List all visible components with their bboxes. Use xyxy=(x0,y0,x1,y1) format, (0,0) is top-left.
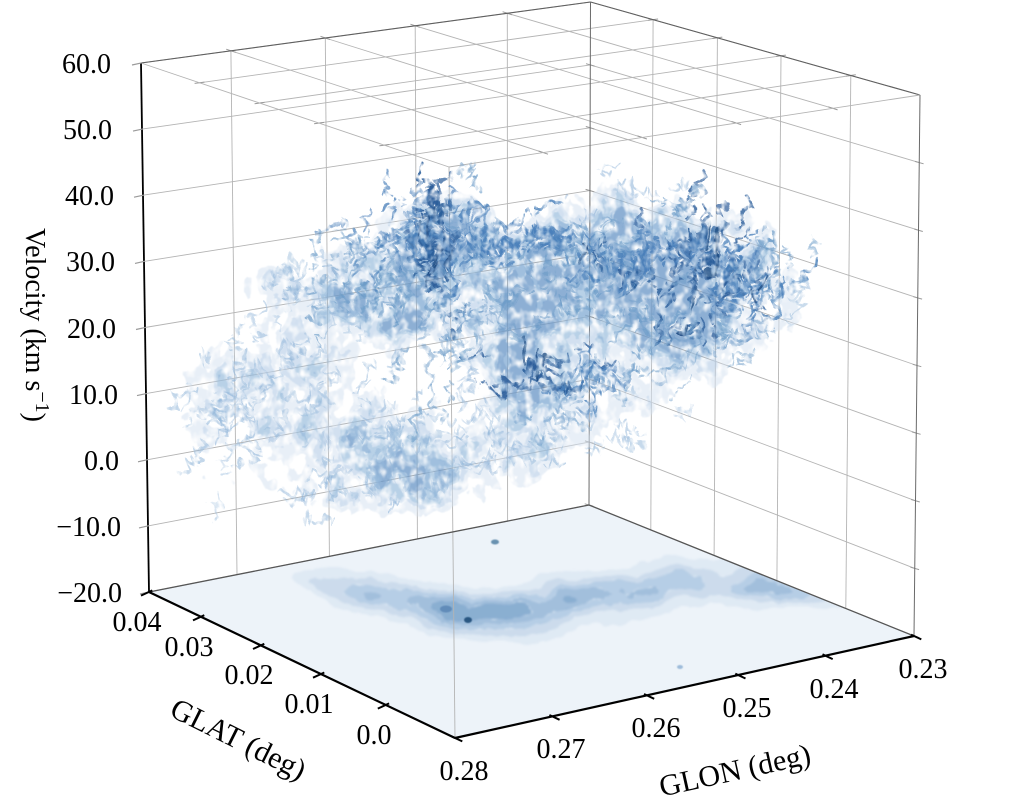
svg-text:0.25: 0.25 xyxy=(723,693,772,724)
svg-text:0.04: 0.04 xyxy=(113,607,162,638)
svg-text:Velocity (km s−1): Velocity (km s−1) xyxy=(19,228,53,422)
svg-text:0.26: 0.26 xyxy=(632,713,681,744)
svg-text:30.0: 30.0 xyxy=(66,247,115,278)
svg-text:0.24: 0.24 xyxy=(810,674,859,705)
svg-text:0.27: 0.27 xyxy=(537,734,586,765)
svg-text:−10.0: −10.0 xyxy=(56,512,121,543)
svg-text:0.01: 0.01 xyxy=(285,689,334,720)
svg-text:0.0: 0.0 xyxy=(357,720,392,751)
svg-text:60.0: 60.0 xyxy=(62,49,111,80)
svg-text:50.0: 50.0 xyxy=(63,115,112,146)
svg-text:40.0: 40.0 xyxy=(65,181,114,212)
svg-text:0.28: 0.28 xyxy=(440,756,489,787)
svg-text:0.0: 0.0 xyxy=(84,446,119,477)
svg-text:10.0: 10.0 xyxy=(69,380,118,411)
svg-text:20.0: 20.0 xyxy=(67,314,116,345)
svg-text:0.02: 0.02 xyxy=(225,660,274,691)
svg-text:0.23: 0.23 xyxy=(899,654,948,685)
svg-text:0.03: 0.03 xyxy=(165,632,214,663)
svg-text:−20.0: −20.0 xyxy=(57,578,122,609)
